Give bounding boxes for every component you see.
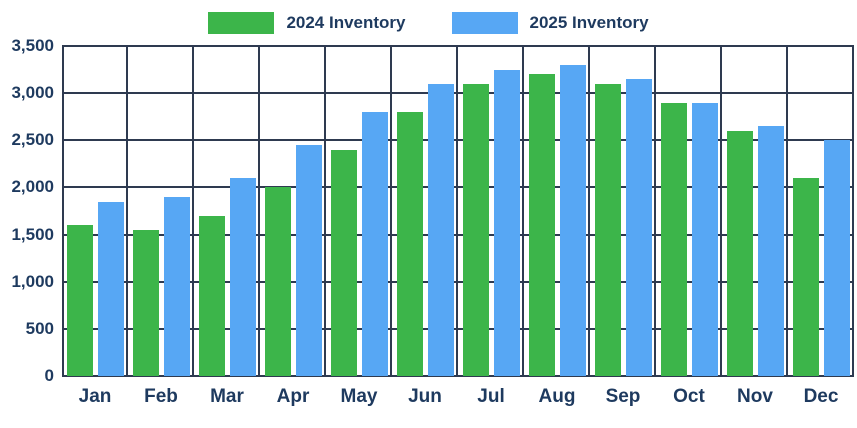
h-gridline-1000 — [62, 280, 854, 283]
x-tick-label-may: May — [340, 386, 378, 407]
bar-group-jul — [458, 46, 524, 376]
v-gridline — [62, 46, 64, 376]
legend-swatch-2024-icon — [208, 12, 275, 34]
bar-groups — [62, 46, 854, 376]
bar-2025-jul — [493, 69, 520, 376]
x-tick-label-oct: Oct — [673, 386, 705, 407]
y-tick-label: 2,000 — [11, 177, 54, 197]
x-tick-label-jun: Jun — [408, 386, 442, 407]
bar-group-jun — [392, 46, 458, 376]
x-tick-label-dec: Dec — [803, 386, 839, 407]
legend-swatch-2025-icon — [451, 12, 518, 34]
x-tick-label-apr: Apr — [276, 386, 310, 407]
chart-body: 0 500 1,000 1,500 2,000 2,500 3,000 3,500 — [0, 36, 857, 385]
bar-2025-apr — [295, 145, 322, 376]
bar-2024-nov — [726, 130, 753, 376]
v-gridline — [258, 46, 260, 376]
x-tick-label-aug: Aug — [538, 386, 576, 407]
bar-2025-mar — [229, 178, 256, 376]
bar-2024-sep — [594, 83, 621, 376]
x-tick-label-mar: Mar — [210, 386, 244, 407]
v-gridline — [456, 46, 458, 376]
bar-group-oct — [656, 46, 722, 376]
v-gridline — [587, 46, 590, 376]
y-tick-label: 3,000 — [11, 83, 54, 103]
bar-group-dec — [788, 46, 854, 376]
legend-label-2025: 2025 Inventory — [529, 13, 649, 32]
bar-2025-sep — [625, 79, 652, 376]
chart-legend: 2024 Inventory 2025 Inventory — [0, 0, 857, 46]
x-tick-label-nov: Nov — [737, 386, 773, 407]
h-gridline-500 — [62, 327, 854, 330]
h-gridline-2500 — [62, 139, 854, 142]
y-axis: 0 500 1,000 1,500 2,000 2,500 3,000 3,500 — [0, 36, 62, 385]
v-gridline — [785, 46, 788, 376]
bar-2024-jan — [66, 225, 93, 376]
bar-2024-dec — [792, 178, 819, 376]
y-tick-label: 500 — [25, 318, 54, 338]
bar-group-sep — [590, 46, 656, 376]
y-tick-label: 3,500 — [11, 36, 54, 55]
v-gridline — [720, 46, 722, 376]
bar-2025-oct — [691, 102, 718, 376]
bar-2024-may — [330, 149, 357, 376]
v-gridline — [191, 46, 194, 376]
legend-item-2024[interactable]: 2024 Inventory — [208, 12, 406, 34]
y-tick-label: 1,500 — [11, 224, 54, 244]
x-tick-label-feb: Feb — [144, 386, 178, 407]
bar-2024-mar — [198, 215, 225, 376]
bar-2025-nov — [757, 126, 784, 376]
bar-2025-aug — [559, 64, 586, 376]
x-tick-label-jan: Jan — [78, 386, 112, 407]
h-gridline-3500 — [62, 45, 854, 47]
y-tick-label: 0 — [44, 366, 54, 385]
bar-2025-dec — [823, 140, 850, 376]
y-tick-label: 1,000 — [11, 271, 54, 291]
x-tick-label-sep: Sep — [605, 386, 641, 407]
plot-area — [62, 45, 854, 377]
v-gridline — [125, 46, 128, 376]
v-gridline — [654, 46, 656, 376]
v-gridline — [521, 46, 524, 376]
h-gridline-2000 — [62, 186, 854, 189]
bar-2025-feb — [163, 196, 190, 376]
h-gridline-0 — [62, 375, 854, 377]
y-tick-label: 2,500 — [11, 130, 54, 150]
h-gridline-3000 — [62, 92, 854, 95]
bar-2024-apr — [264, 187, 291, 376]
v-gridline — [390, 46, 392, 376]
v-gridline — [852, 46, 854, 376]
bar-2024-oct — [660, 102, 687, 376]
x-tick-label-jul: Jul — [477, 386, 505, 407]
bar-2025-jun — [427, 83, 454, 376]
bar-2024-aug — [528, 74, 555, 376]
h-gridline-1500 — [62, 233, 854, 236]
bar-2025-may — [361, 112, 388, 376]
x-axis: Jan Feb Mar Apr May Jun Jul Aug Sep Oct Nov Dec — [62, 376, 857, 428]
bar-2025-jan — [97, 201, 124, 376]
bar-group-mar — [194, 46, 260, 376]
v-gridline — [323, 46, 326, 376]
legend-item-2025[interactable]: 2025 Inventory — [451, 12, 649, 34]
bar-group-feb — [128, 46, 194, 376]
bar-2024-feb — [132, 229, 159, 376]
bar-group-may — [326, 46, 392, 376]
legend-label-2024: 2024 Inventory — [286, 13, 406, 32]
bar-group-aug — [524, 46, 590, 376]
bar-2024-jun — [396, 112, 423, 376]
bar-2024-jul — [462, 83, 489, 376]
bar-group-apr — [260, 46, 326, 376]
bar-group-jan — [62, 46, 128, 376]
bar-group-nov — [722, 46, 788, 376]
